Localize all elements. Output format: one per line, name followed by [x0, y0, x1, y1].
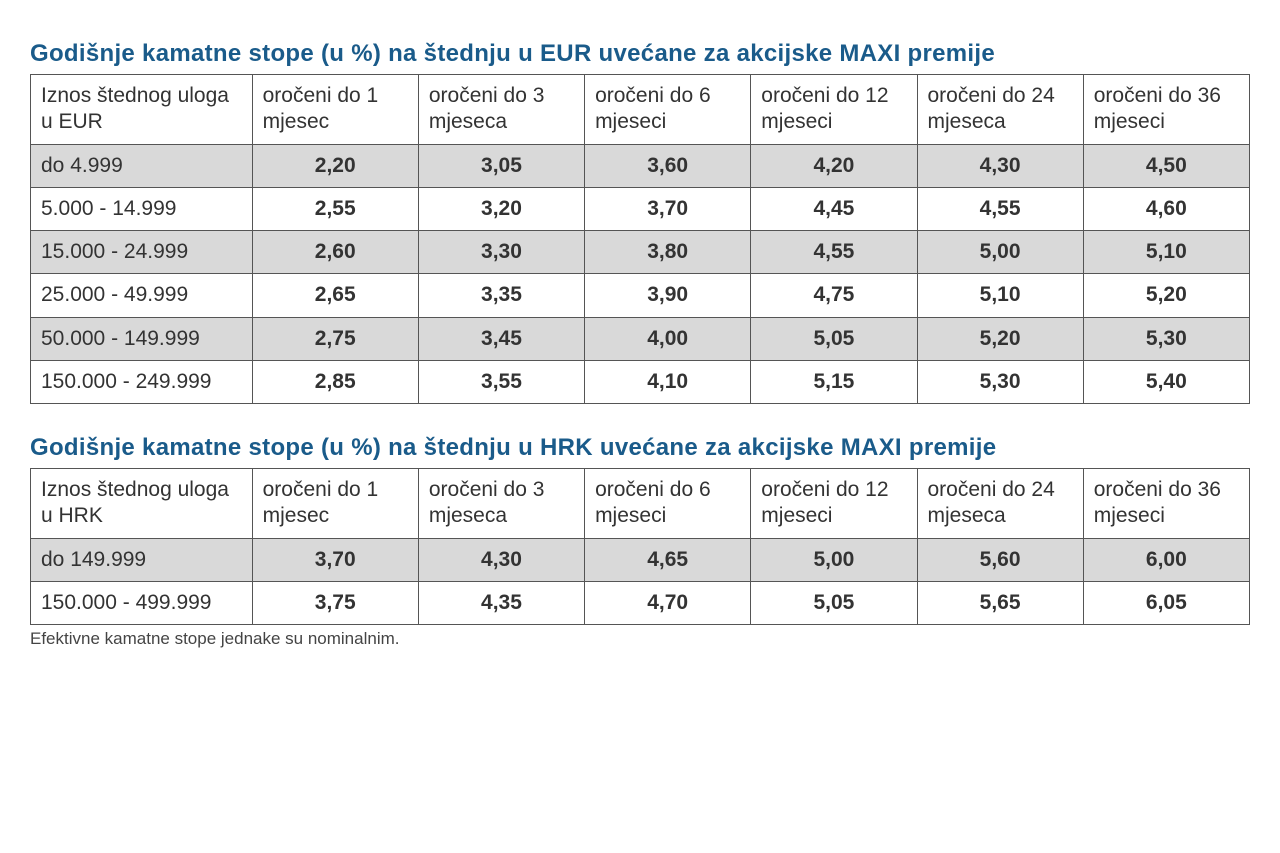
eur-table-title: Godišnje kamatne stope (u %) na štednju … — [30, 40, 1250, 68]
eur-cell-3-5: 5,20 — [1083, 274, 1249, 317]
eur-header-col-3: oročeni do 12 mjeseci — [751, 75, 917, 145]
eur-range-3: 25.000 - 49.999 — [31, 274, 253, 317]
eur-cell-3-1: 3,35 — [418, 274, 584, 317]
eur-cell-1-3: 4,45 — [751, 187, 917, 230]
hrk-cell-1-1: 4,35 — [418, 581, 584, 624]
hrk-cell-0-5: 6,00 — [1083, 538, 1249, 581]
hrk-cell-1-5: 6,05 — [1083, 581, 1249, 624]
hrk-header-col-5: oročeni do 36 mjeseci — [1083, 469, 1249, 539]
hrk-rates-table: Iznos štednog uloga u HRK oročeni do 1 m… — [30, 468, 1250, 625]
eur-table-body: do 4.9992,203,053,604,204,304,505.000 - … — [31, 144, 1250, 404]
eur-cell-3-3: 4,75 — [751, 274, 917, 317]
eur-cell-5-0: 2,85 — [252, 360, 418, 403]
eur-cell-2-0: 2,60 — [252, 231, 418, 274]
eur-cell-0-2: 3,60 — [585, 144, 751, 187]
eur-range-0: do 4.999 — [31, 144, 253, 187]
hrk-header-col-2: oročeni do 6 mjeseci — [585, 469, 751, 539]
eur-cell-2-5: 5,10 — [1083, 231, 1249, 274]
hrk-cell-1-2: 4,70 — [585, 581, 751, 624]
eur-cell-0-3: 4,20 — [751, 144, 917, 187]
eur-cell-3-0: 2,65 — [252, 274, 418, 317]
eur-cell-2-3: 4,55 — [751, 231, 917, 274]
eur-row-0: do 4.9992,203,053,604,204,304,50 — [31, 144, 1250, 187]
eur-cell-2-1: 3,30 — [418, 231, 584, 274]
hrk-cell-0-2: 4,65 — [585, 538, 751, 581]
eur-cell-5-5: 5,40 — [1083, 360, 1249, 403]
eur-cell-2-4: 5,00 — [917, 231, 1083, 274]
eur-header-range: Iznos štednog uloga u EUR — [31, 75, 253, 145]
hrk-cell-1-0: 3,75 — [252, 581, 418, 624]
eur-row-5: 150.000 - 249.9992,853,554,105,155,305,4… — [31, 360, 1250, 403]
footnote-text: Efektivne kamatne stope jednake su nomin… — [30, 629, 1250, 649]
eur-cell-1-2: 3,70 — [585, 187, 751, 230]
hrk-header-range: Iznos štednog uloga u HRK — [31, 469, 253, 539]
eur-header-col-0: oročeni do 1 mjesec — [252, 75, 418, 145]
hrk-cell-0-0: 3,70 — [252, 538, 418, 581]
hrk-cell-0-4: 5,60 — [917, 538, 1083, 581]
eur-range-4: 50.000 - 149.999 — [31, 317, 253, 360]
eur-cell-5-4: 5,30 — [917, 360, 1083, 403]
eur-cell-4-0: 2,75 — [252, 317, 418, 360]
eur-row-2: 15.000 - 24.9992,603,303,804,555,005,10 — [31, 231, 1250, 274]
hrk-cell-1-4: 5,65 — [917, 581, 1083, 624]
hrk-cell-0-1: 4,30 — [418, 538, 584, 581]
eur-cell-0-0: 2,20 — [252, 144, 418, 187]
eur-cell-2-2: 3,80 — [585, 231, 751, 274]
hrk-header-col-0: oročeni do 1 mjesec — [252, 469, 418, 539]
hrk-cell-0-3: 5,00 — [751, 538, 917, 581]
eur-section: Godišnje kamatne stope (u %) na štednju … — [30, 40, 1250, 404]
eur-range-2: 15.000 - 24.999 — [31, 231, 253, 274]
eur-cell-4-1: 3,45 — [418, 317, 584, 360]
eur-cell-5-1: 3,55 — [418, 360, 584, 403]
eur-header-col-1: oročeni do 3 mjeseca — [418, 75, 584, 145]
eur-cell-5-2: 4,10 — [585, 360, 751, 403]
eur-row-4: 50.000 - 149.9992,753,454,005,055,205,30 — [31, 317, 1250, 360]
hrk-section: Godišnje kamatne stope (u %) na štednju … — [30, 434, 1250, 649]
eur-row-1: 5.000 - 14.9992,553,203,704,454,554,60 — [31, 187, 1250, 230]
hrk-table-body: do 149.9993,704,304,655,005,606,00150.00… — [31, 538, 1250, 625]
hrk-table-title: Godišnje kamatne stope (u %) na štednju … — [30, 434, 1250, 462]
eur-cell-1-0: 2,55 — [252, 187, 418, 230]
eur-cell-4-2: 4,00 — [585, 317, 751, 360]
eur-cell-3-4: 5,10 — [917, 274, 1083, 317]
eur-header-row: Iznos štednog uloga u EUR oročeni do 1 m… — [31, 75, 1250, 145]
hrk-row-1: 150.000 - 499.9993,754,354,705,055,656,0… — [31, 581, 1250, 624]
eur-cell-5-3: 5,15 — [751, 360, 917, 403]
eur-cell-1-4: 4,55 — [917, 187, 1083, 230]
eur-cell-0-4: 4,30 — [917, 144, 1083, 187]
eur-header-col-5: oročeni do 36 mjeseci — [1083, 75, 1249, 145]
eur-cell-1-5: 4,60 — [1083, 187, 1249, 230]
eur-cell-4-5: 5,30 — [1083, 317, 1249, 360]
eur-rates-table: Iznos štednog uloga u EUR oročeni do 1 m… — [30, 74, 1250, 404]
hrk-header-col-3: oročeni do 12 mjeseci — [751, 469, 917, 539]
hrk-header-col-1: oročeni do 3 mjeseca — [418, 469, 584, 539]
hrk-range-1: 150.000 - 499.999 — [31, 581, 253, 624]
eur-header-col-4: oročeni do 24 mjeseca — [917, 75, 1083, 145]
eur-row-3: 25.000 - 49.9992,653,353,904,755,105,20 — [31, 274, 1250, 317]
eur-cell-4-3: 5,05 — [751, 317, 917, 360]
eur-cell-0-1: 3,05 — [418, 144, 584, 187]
eur-cell-4-4: 5,20 — [917, 317, 1083, 360]
hrk-range-0: do 149.999 — [31, 538, 253, 581]
eur-range-5: 150.000 - 249.999 — [31, 360, 253, 403]
eur-cell-0-5: 4,50 — [1083, 144, 1249, 187]
hrk-cell-1-3: 5,05 — [751, 581, 917, 624]
hrk-row-0: do 149.9993,704,304,655,005,606,00 — [31, 538, 1250, 581]
hrk-header-col-4: oročeni do 24 mjeseca — [917, 469, 1083, 539]
eur-cell-3-2: 3,90 — [585, 274, 751, 317]
eur-range-1: 5.000 - 14.999 — [31, 187, 253, 230]
eur-header-col-2: oročeni do 6 mjeseci — [585, 75, 751, 145]
hrk-header-row: Iznos štednog uloga u HRK oročeni do 1 m… — [31, 469, 1250, 539]
eur-cell-1-1: 3,20 — [418, 187, 584, 230]
